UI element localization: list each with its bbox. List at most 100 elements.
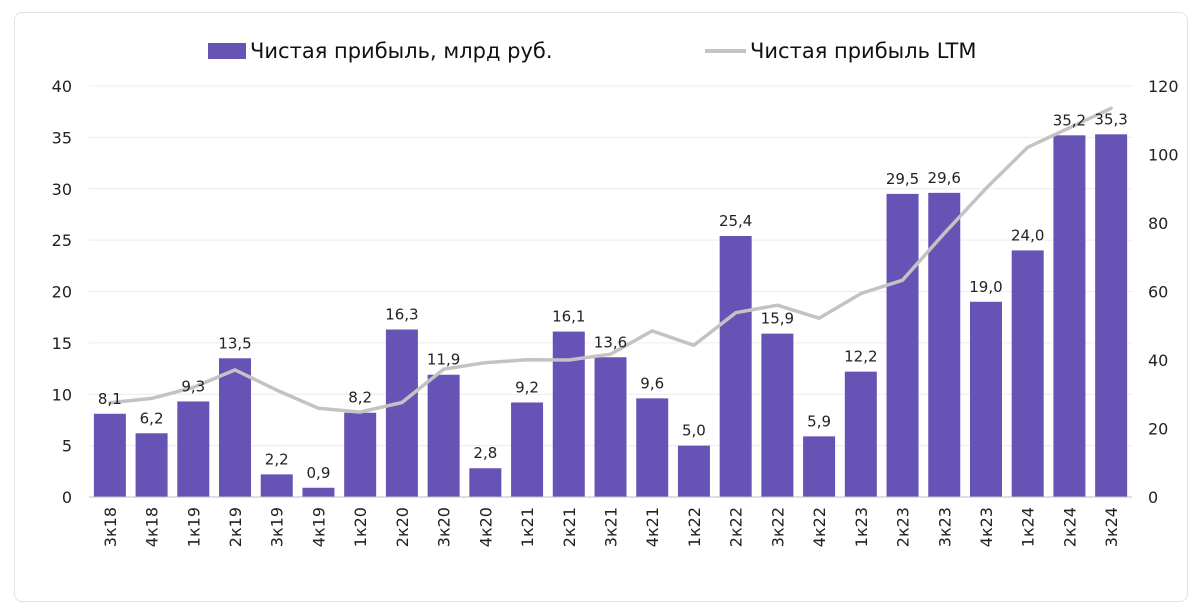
bar-series <box>93 134 1128 498</box>
bar-2к21 <box>552 331 585 497</box>
x-tick-label: 2к19 <box>226 507 245 547</box>
bar-2к20 <box>385 329 418 497</box>
data-label-3к21: 13,6 <box>594 333 627 351</box>
data-label-3к23: 29,6 <box>928 169 961 187</box>
right-y-tick-label: 0 <box>1148 488 1158 507</box>
bar-1к23 <box>844 371 877 497</box>
legend-label-bars: Чистая прибыль, млрд руб. <box>250 39 553 63</box>
legend-label-line: Чистая прибыль LTM <box>750 39 976 63</box>
data-label-1к23: 12,2 <box>844 348 877 366</box>
right-y-tick-label: 40 <box>1148 351 1168 370</box>
data-label-3к20: 11,9 <box>427 351 460 369</box>
x-tick-label: 4к23 <box>977 507 996 547</box>
data-label-1к22: 5,0 <box>682 422 706 440</box>
x-tick-label: 2к24 <box>1060 507 1079 547</box>
bar-1к20 <box>344 412 377 497</box>
left-y-tick-label: 30 <box>52 180 72 199</box>
left-y-tick-label: 10 <box>52 385 72 404</box>
data-label-4к19: 0,9 <box>307 464 331 482</box>
x-tick-label: 3к18 <box>101 507 120 547</box>
data-label-1к21: 9,2 <box>515 378 539 396</box>
x-tick-label: 3к23 <box>935 507 954 547</box>
x-tick-label: 3к20 <box>435 507 454 547</box>
bar-3к24 <box>1095 134 1128 498</box>
bar-1к19 <box>177 401 210 497</box>
x-tick-label: 1к19 <box>184 507 203 547</box>
left-y-axis: 0 5 10 15 20 25 30 35 40 <box>52 77 72 507</box>
bar-2к23 <box>886 193 919 497</box>
data-label-4к21: 9,6 <box>640 374 664 392</box>
bar-1к21 <box>511 402 544 497</box>
right-y-tick-label: 120 <box>1148 77 1179 96</box>
x-tick-label: 3к24 <box>1102 507 1121 547</box>
data-label-3к18: 8,1 <box>98 390 122 408</box>
bar-3к23 <box>928 192 961 498</box>
x-tick-label: 2к23 <box>894 507 913 547</box>
x-tick-label: 1к22 <box>685 507 704 547</box>
ltm-line-series <box>108 106 1113 414</box>
bar-4к18 <box>135 433 168 497</box>
bar-3к20 <box>427 374 460 497</box>
bar-1к22 <box>677 445 710 497</box>
data-label-2к23: 29,5 <box>886 170 919 188</box>
left-y-tick-label: 40 <box>52 77 72 96</box>
left-y-tick-label: 35 <box>52 128 72 147</box>
x-tick-label: 1к23 <box>852 507 871 547</box>
bar-4к23 <box>969 301 1002 497</box>
bar-data-labels: 8,1 6,2 9,3 13,5 2,2 0,9 8,2 16,3 11,9 2,8 9,2 16,1… <box>98 110 1128 481</box>
legend-swatch-bars <box>208 43 246 59</box>
data-label-2к24: 35,2 <box>1053 111 1086 129</box>
bar-1к24 <box>1011 250 1044 497</box>
x-tick-label: 1к20 <box>351 507 370 547</box>
data-label-3к22: 15,9 <box>761 310 794 328</box>
bar-2к19 <box>219 358 252 497</box>
bar-2к22 <box>719 236 752 497</box>
x-tick-label: 3к22 <box>768 507 787 547</box>
x-axis-tick-labels: 3к18 4к18 1к19 2к19 3к19 4к19 1к20 2к20 3к20 4к20… <box>101 507 1121 547</box>
data-label-4к22: 5,9 <box>807 412 831 430</box>
right-y-tick-label: 100 <box>1148 146 1179 165</box>
data-label-1к24: 24,0 <box>1011 226 1044 244</box>
bar-4к22 <box>803 436 836 497</box>
x-tick-label: 4к20 <box>476 507 495 547</box>
data-label-4к23: 19,0 <box>969 278 1002 296</box>
x-tick-label: 2к21 <box>560 507 579 547</box>
data-label-1к19: 9,3 <box>181 377 205 395</box>
bar-3к21 <box>594 357 627 497</box>
x-tick-label: 1к21 <box>518 507 537 547</box>
bar-3к22 <box>761 333 794 497</box>
bar-4к20 <box>469 468 502 497</box>
data-label-1к20: 8,2 <box>348 389 372 407</box>
right-y-tick-label: 20 <box>1148 420 1168 439</box>
data-label-2к21: 16,1 <box>552 308 585 326</box>
x-tick-label: 4к18 <box>143 507 162 547</box>
x-tick-label: 4к19 <box>309 507 328 547</box>
data-label-2к22: 25,4 <box>719 212 752 230</box>
right-y-axis: 0 20 40 60 80 100 120 <box>1148 77 1179 507</box>
left-y-tick-label: 15 <box>52 334 72 353</box>
data-label-3к24: 35,3 <box>1094 110 1127 128</box>
right-y-tick-label: 80 <box>1148 214 1168 233</box>
x-tick-label: 2к20 <box>393 507 412 547</box>
bar-4к19 <box>302 487 335 497</box>
x-tick-label: 2к22 <box>727 507 746 547</box>
left-y-tick-label: 0 <box>62 488 72 507</box>
x-tick-label: 1к24 <box>1019 507 1038 547</box>
bar-2к24 <box>1053 135 1086 497</box>
data-label-3к19: 2,2 <box>265 450 289 468</box>
data-label-2к20: 16,3 <box>385 306 418 324</box>
right-y-tick-label: 60 <box>1148 283 1168 302</box>
ltm-line <box>108 106 1113 414</box>
bar-4к21 <box>636 398 669 497</box>
left-y-tick-label: 5 <box>62 437 72 456</box>
x-tick-label: 4к22 <box>810 507 829 547</box>
legend: Чистая прибыль, млрд руб. Чистая прибыль… <box>208 39 976 63</box>
x-tick-label: 3к19 <box>268 507 287 547</box>
left-y-tick-label: 20 <box>52 283 72 302</box>
bar-3к18 <box>93 413 126 497</box>
bar-3к19 <box>260 474 293 497</box>
left-y-tick-label: 25 <box>52 231 72 250</box>
data-label-4к18: 6,2 <box>140 409 164 427</box>
data-label-4к20: 2,8 <box>473 444 497 462</box>
